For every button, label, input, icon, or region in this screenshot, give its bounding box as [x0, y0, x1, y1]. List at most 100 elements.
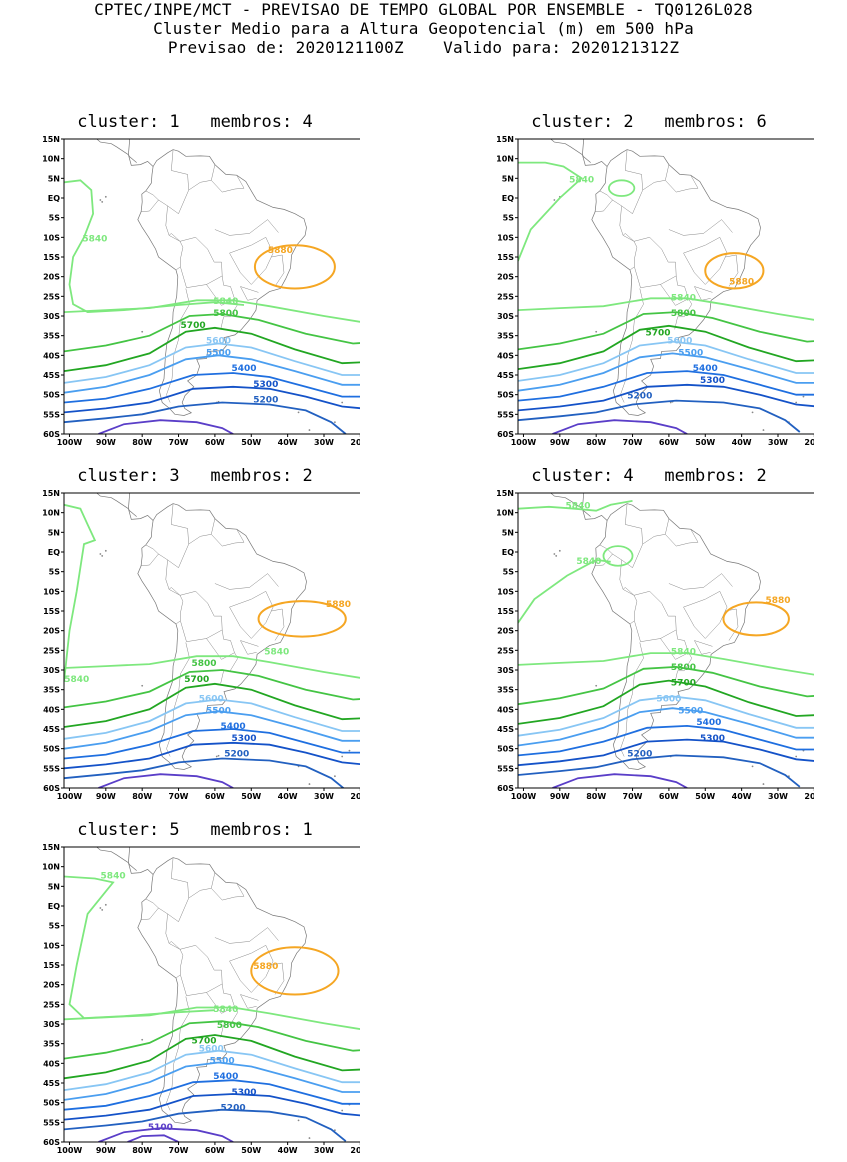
contour-label: 5600	[667, 337, 692, 347]
country-border	[595, 199, 613, 213]
lon-tick-label: 90W	[96, 792, 116, 801]
contour-label: 5880	[326, 600, 351, 610]
contour-label: 5800	[191, 659, 216, 669]
lon-tick-label: 20W	[350, 1146, 360, 1155]
lat-tick-label: 55S	[43, 1118, 60, 1127]
contour-5200	[518, 399, 801, 433]
country-border	[622, 587, 635, 596]
island	[751, 411, 754, 414]
country-border	[165, 913, 184, 979]
lat-tick-label: EQ	[48, 194, 60, 203]
country-border	[179, 945, 223, 996]
country-border	[211, 883, 245, 901]
country-border	[211, 175, 245, 193]
lat-tick-label: 40S	[43, 1059, 60, 1068]
lat-tick-label: 50S	[497, 745, 514, 754]
lat-tick-label: 5S	[49, 922, 61, 931]
lat-tick-label: 20S	[43, 273, 60, 282]
island	[751, 765, 754, 768]
country-border	[674, 298, 693, 330]
contour-5400	[64, 372, 360, 404]
contour-label: 5200	[627, 392, 652, 402]
coastline-central-america	[96, 847, 154, 875]
lon-tick-label: 70W	[623, 438, 643, 447]
contour-5400	[518, 724, 814, 757]
lon-tick-label: 100W	[511, 438, 537, 447]
lat-tick-label: 20S	[497, 627, 514, 636]
contour-label: 5500	[210, 1056, 235, 1066]
island	[104, 549, 107, 552]
lat-tick-label: 5S	[49, 214, 61, 223]
island	[595, 684, 598, 687]
contour-label: 5100	[148, 1123, 173, 1133]
contour-5500	[64, 354, 360, 394]
contour-5100	[552, 773, 688, 788]
lat-tick-label: 55S	[43, 764, 60, 773]
lat-tick-label: 30S	[43, 1020, 60, 1029]
country-border	[211, 529, 245, 547]
contour-label: 5840	[101, 871, 126, 881]
contour-label: 5600	[199, 694, 224, 704]
contour-5700	[518, 324, 814, 370]
country-border	[619, 205, 638, 271]
contour-5840	[518, 652, 814, 676]
lat-tick-label: 60S	[43, 1138, 60, 1147]
coastline-caribbean	[128, 139, 137, 163]
island	[101, 555, 104, 557]
lat-tick-label: 55S	[43, 410, 60, 419]
lon-tick-label: 60W	[205, 1146, 225, 1155]
country-border	[642, 518, 670, 545]
lat-tick-label: EQ	[48, 548, 60, 557]
island	[308, 783, 311, 785]
country-border	[633, 237, 677, 288]
lat-tick-label: 15S	[497, 253, 514, 262]
map-plot: 5880 5840 5840 5800 5700 5600 5500 5400 5300 5200…	[42, 489, 360, 801]
island	[341, 1109, 344, 1112]
lon-tick-label: 30W	[314, 438, 334, 447]
country-border	[168, 941, 181, 950]
country-border	[141, 553, 159, 567]
lat-tick-label: 15N	[496, 135, 514, 144]
country-border	[683, 236, 728, 285]
country-border	[179, 237, 223, 288]
island	[101, 909, 104, 911]
lat-tick-label: 45S	[43, 371, 60, 380]
contour-5100-inner	[127, 1134, 179, 1142]
contour-5600	[64, 342, 360, 384]
country-border	[660, 629, 689, 660]
lat-tick-label: 5S	[503, 568, 515, 577]
panel-title: cluster: 1 membros: 4	[77, 112, 313, 132]
country-border	[168, 233, 181, 242]
figure-header: CPTEC/INPE/MCT - PREVISAO DE TEMPO GLOBA…	[0, 0, 847, 57]
lat-tick-label: EQ	[502, 548, 514, 557]
contour-5500	[518, 707, 814, 747]
coastline-south-america	[591, 149, 761, 416]
lon-tick-label: 60W	[659, 438, 679, 447]
lon-tick-label: 40W	[278, 792, 298, 801]
country-border	[665, 175, 699, 193]
coastline-south-america	[591, 503, 761, 770]
country-border	[683, 590, 728, 639]
country-border	[168, 587, 181, 596]
lon-tick-label: 90W	[96, 1146, 116, 1155]
contour-label: 5400	[231, 364, 256, 374]
country-border	[165, 559, 184, 625]
header-title: CPTEC/INPE/MCT - PREVISAO DE TEMPO GLOBA…	[94, 0, 753, 19]
island	[341, 401, 344, 404]
island	[308, 429, 311, 431]
contour-label: 5300	[231, 1088, 256, 1098]
country-border	[271, 254, 285, 287]
country-border	[271, 962, 285, 995]
lon-tick-label: 70W	[623, 792, 643, 801]
contour-label: 5800	[213, 309, 238, 319]
lat-tick-label: 10N	[42, 863, 60, 872]
lat-tick-label: 15S	[43, 253, 60, 262]
lon-tick-label: 70W	[169, 1146, 189, 1155]
lat-tick-label: 35S	[497, 332, 514, 341]
contour-label: 5700	[191, 1037, 216, 1047]
lon-tick-label: 30W	[314, 792, 334, 801]
contour-5840-west	[64, 875, 215, 1020]
lat-tick-label: 5N	[502, 174, 514, 183]
contour-5400	[64, 728, 360, 760]
panel-title: cluster: 2 membros: 6	[531, 112, 767, 132]
